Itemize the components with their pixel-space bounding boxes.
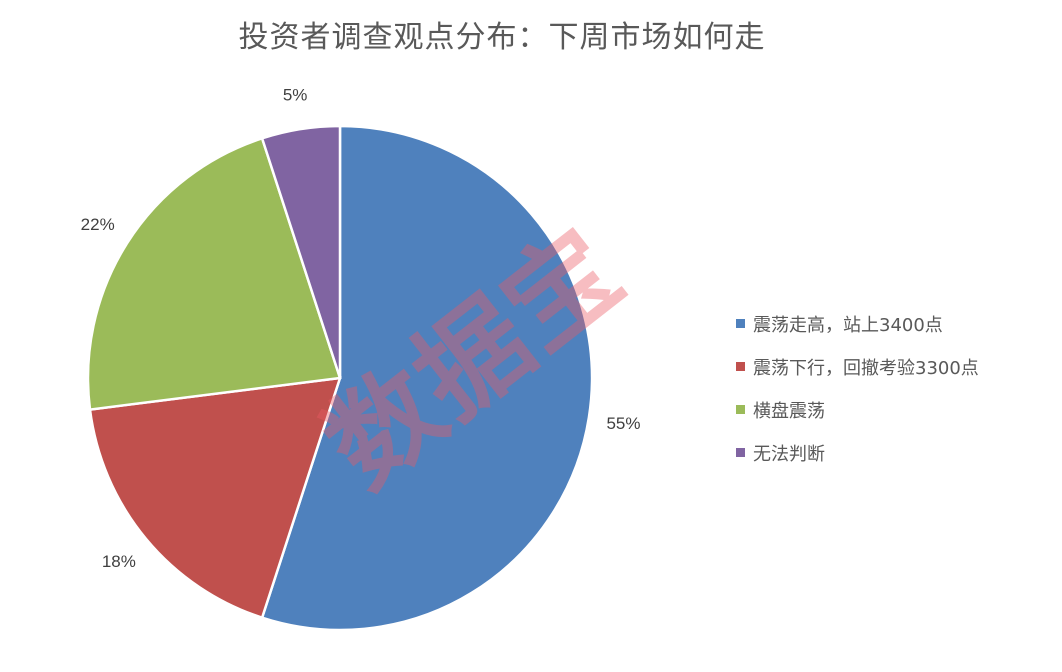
legend-swatch <box>736 448 745 457</box>
pie-slice <box>88 376 342 620</box>
data-label: 18% <box>102 552 136 571</box>
legend-swatch <box>736 319 745 328</box>
pie-slice <box>260 124 342 379</box>
chart-title: 投资者调查观点分布：下周市场如何走 <box>238 20 766 55</box>
legend-item: 震荡下行，回撤考验3300点 <box>736 345 979 388</box>
legend-label: 无法判断 <box>753 443 825 465</box>
legend-swatch <box>736 362 745 371</box>
data-label: 55% <box>606 414 640 433</box>
pie-slice <box>260 124 594 632</box>
legend: 震荡走高，站上3400点 震荡下行，回撤考验3300点 横盘震荡 无法判断 <box>736 302 979 474</box>
legend-swatch <box>736 405 745 414</box>
legend-item: 横盘震荡 <box>736 388 979 431</box>
legend-label: 震荡走高，站上3400点 <box>753 314 943 336</box>
data-label: 22% <box>81 215 115 234</box>
legend-label: 横盘震荡 <box>753 400 825 422</box>
legend-item: 震荡走高，站上3400点 <box>736 302 979 345</box>
data-label: 5% <box>283 86 308 105</box>
legend-item: 无法判断 <box>736 431 979 474</box>
legend-label: 震荡下行，回撤考验3300点 <box>753 357 979 379</box>
pie-slice <box>86 136 342 411</box>
